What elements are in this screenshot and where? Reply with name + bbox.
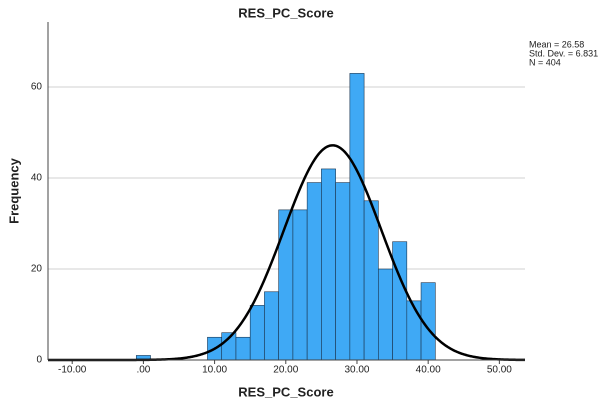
bar bbox=[363, 200, 379, 361]
y-tick-label: 60 bbox=[31, 82, 43, 93]
bar bbox=[406, 300, 422, 361]
bar bbox=[249, 305, 265, 361]
x-tick-label: -10.00 bbox=[58, 365, 87, 376]
y-tick-label: 20 bbox=[31, 264, 43, 275]
bar bbox=[321, 168, 336, 361]
bar bbox=[335, 182, 351, 361]
bar bbox=[349, 73, 365, 361]
stat-label: Mean = 26.58 bbox=[529, 39, 584, 49]
x-tick-label: 30.00 bbox=[344, 365, 369, 376]
x-tick-label: .00 bbox=[136, 365, 150, 376]
bar bbox=[264, 291, 279, 361]
bar bbox=[392, 241, 408, 361]
y-tick-label: 0 bbox=[36, 355, 42, 366]
stat-label: Std. Dev. = 6.831 bbox=[529, 48, 598, 58]
bar bbox=[235, 336, 251, 361]
bar bbox=[378, 268, 393, 361]
y-tick-label: 40 bbox=[31, 173, 43, 184]
x-tick-label: 40.00 bbox=[416, 365, 441, 376]
chart-title: RES_PC_Score bbox=[238, 5, 333, 20]
bar bbox=[278, 209, 294, 361]
x-tick-label: 20.00 bbox=[273, 365, 298, 376]
x-axis-label: RES_PC_Score bbox=[238, 384, 333, 399]
bar bbox=[292, 209, 308, 361]
bar bbox=[306, 182, 322, 361]
x-tick-label: 10.00 bbox=[202, 365, 227, 376]
stat-label: N = 404 bbox=[529, 57, 561, 67]
x-tick-label: 50.00 bbox=[487, 365, 512, 376]
y-axis-label: Frequency bbox=[6, 157, 21, 224]
